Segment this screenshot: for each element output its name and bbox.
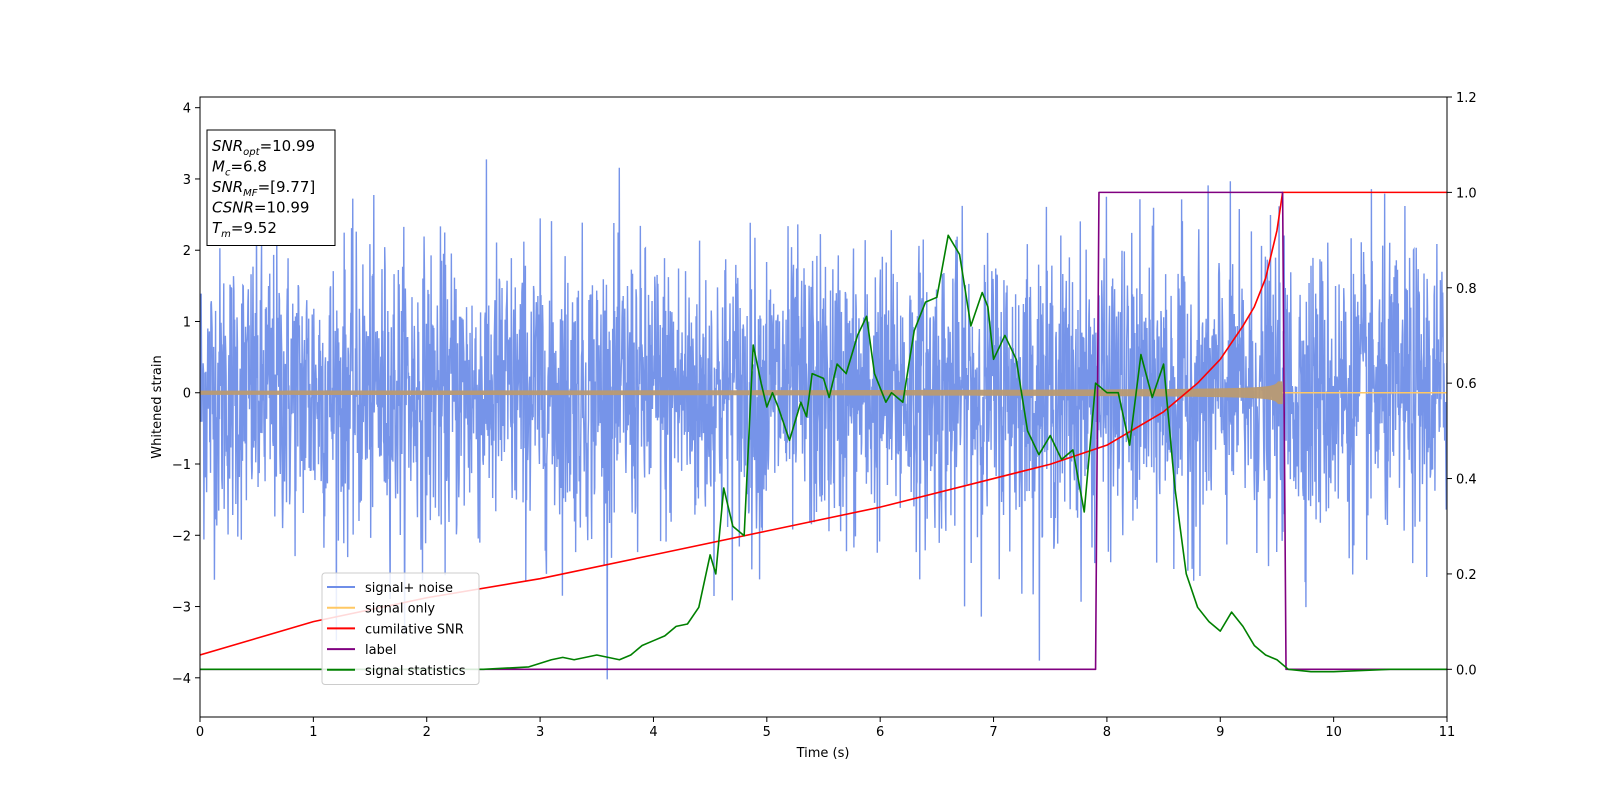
y-left-tick-label: −2 [172, 529, 191, 544]
series-signal-noise [200, 159, 1447, 680]
info-line: CSNR=10.99 [212, 199, 309, 217]
series-cumilative-snr [200, 191, 1447, 656]
y-left-tick-label: −1 [172, 458, 191, 473]
x-tick-label: 11 [1439, 725, 1456, 740]
x-tick-label: 2 [423, 725, 431, 740]
x-tick-label: 1 [309, 725, 317, 740]
legend-label: label [365, 643, 396, 658]
x-tick-label: 0 [196, 725, 204, 740]
y-left-tick-label: 1 [183, 315, 191, 330]
x-tick-label: 10 [1325, 725, 1342, 740]
legend-label: signal only [365, 602, 435, 617]
y-left-tick-label: −3 [172, 601, 191, 616]
y-left-tick-label: −4 [172, 672, 191, 687]
legend-frame [321, 572, 480, 685]
info-line: SNRopt=10.99 [212, 137, 315, 158]
series-signal-statistics [200, 234, 1447, 673]
legend-label: signal statistics [365, 664, 466, 679]
x-tick-label: 7 [989, 725, 997, 740]
plot-frame [199, 96, 1448, 718]
y-right-tick-label: 0.6 [1456, 377, 1477, 392]
x-tick-label: 4 [649, 725, 657, 740]
info-line: Tm=9.52 [212, 219, 277, 240]
legend-label: signal+ noise [365, 581, 453, 596]
x-tick-label: 9 [1216, 725, 1224, 740]
y-left-tick-label: 4 [183, 102, 191, 117]
info-line: Mc=6.8 [212, 158, 267, 179]
info-box-frame [206, 129, 336, 246]
x-tick-label: 3 [536, 725, 544, 740]
legend-label: cumilative SNR [365, 622, 464, 637]
y-right-tick-label: 0.8 [1456, 282, 1477, 297]
y-right-tick-label: 1.0 [1456, 186, 1477, 201]
x-tick-label: 8 [1103, 725, 1111, 740]
legend: signal+ noise signal only cumilative SNR la… [321, 572, 480, 685]
y-left-tick-label: 0 [183, 387, 191, 402]
x-tick-label: 5 [763, 725, 771, 740]
info-line: SNRMF=[9.77] [212, 178, 315, 199]
plot-area [200, 159, 1447, 680]
y-left-tick-label: 3 [183, 173, 191, 188]
x-axis-label: Time (s) [796, 746, 850, 761]
y-right-tick-label: 0.4 [1456, 473, 1477, 488]
series-signal-only-envelope [200, 381, 1447, 405]
info-box: SNRopt=10.99Mc=6.8SNRMF=[9.77]CSNR=10.99… [206, 129, 336, 246]
series-label [200, 191, 1447, 671]
axes: 0 1 2 3 4 5 6 7 8 9 10 11 −4 −3 −2 −1 0 1 2 3 4 0.0 0.2 0.4 0.6 0… [172, 91, 1477, 740]
y-right-tick-label: 0.2 [1456, 568, 1477, 583]
y-right-tick-label: 1.2 [1456, 91, 1477, 106]
y-right-tick-label: 0.0 [1456, 663, 1477, 678]
x-tick-label: 6 [876, 725, 884, 740]
y-left-tick-label: 2 [183, 244, 191, 259]
y-axis-label: Whitened strain [150, 355, 165, 458]
